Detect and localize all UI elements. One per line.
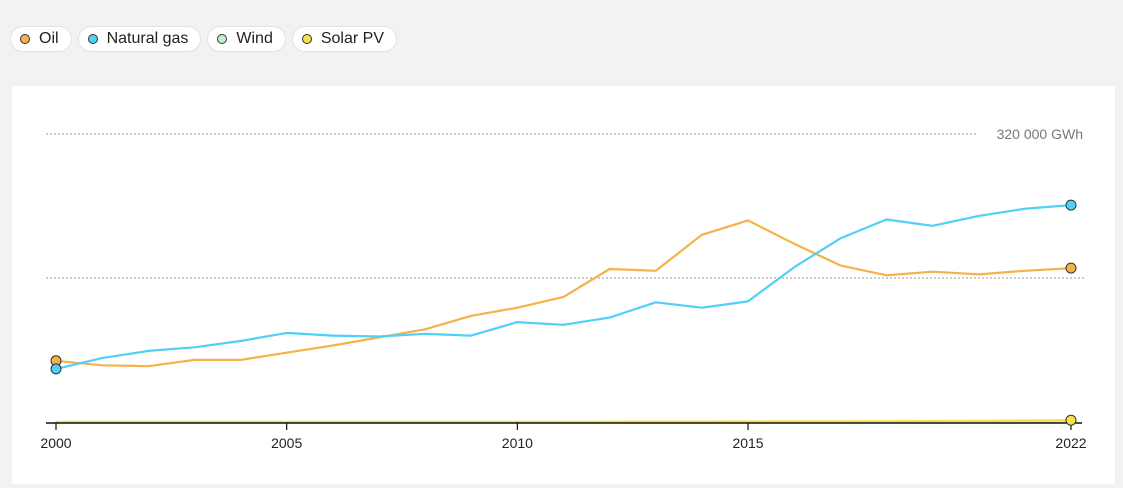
- legend-item-wind[interactable]: Wind: [207, 26, 286, 52]
- marker-natural-gas-end: [1065, 199, 1077, 211]
- gridline-label: 320 000 GWh: [997, 126, 1083, 142]
- legend-label-solar-pv: Solar PV: [320, 30, 384, 47]
- legend-item-natural-gas[interactable]: Natural gas: [77, 26, 202, 52]
- series-line-oil: [55, 219, 1072, 368]
- marker-solar-pv-end: [1065, 414, 1077, 426]
- legend: Oil Natural gas Wind Solar PV: [10, 26, 397, 54]
- x-tick-label-2005: 2005: [271, 435, 302, 451]
- legend-dot-wind-icon: [217, 34, 228, 44]
- chart-panel: 320 000 GWh 2000 2005 2010 2015 2022: [12, 86, 1115, 484]
- legend-label-natural-gas: Natural gas: [106, 30, 189, 47]
- series-line-natural-gas: [55, 204, 1072, 370]
- x-tick-label-2000: 2000: [40, 435, 71, 451]
- series-line-solar-pv: [56, 419, 1072, 424]
- legend-dot-oil-icon: [20, 34, 30, 44]
- endpoint-markers: [50, 199, 1077, 426]
- x-tick-label-2022: 2022: [1055, 435, 1086, 451]
- legend-label-wind: Wind: [236, 30, 273, 47]
- legend-item-oil[interactable]: Oil: [10, 26, 72, 52]
- legend-dot-solar-pv-icon: [301, 34, 312, 44]
- legend-dot-natural-gas-icon: [87, 34, 98, 44]
- line-chart: 320 000 GWh 2000 2005 2010 2015 2022: [40, 126, 1087, 451]
- x-tick-label-2015: 2015: [732, 435, 763, 451]
- marker-oil-end: [1065, 262, 1077, 274]
- marker-natural-gas-start: [50, 363, 62, 375]
- x-axis-ticks: 2000 2005 2010 2015 2022: [40, 423, 1087, 451]
- series-layer: [55, 204, 1072, 424]
- legend-item-solar-pv[interactable]: Solar PV: [291, 26, 397, 52]
- x-tick-label-2010: 2010: [502, 435, 533, 451]
- legend-label-oil: Oil: [39, 30, 59, 47]
